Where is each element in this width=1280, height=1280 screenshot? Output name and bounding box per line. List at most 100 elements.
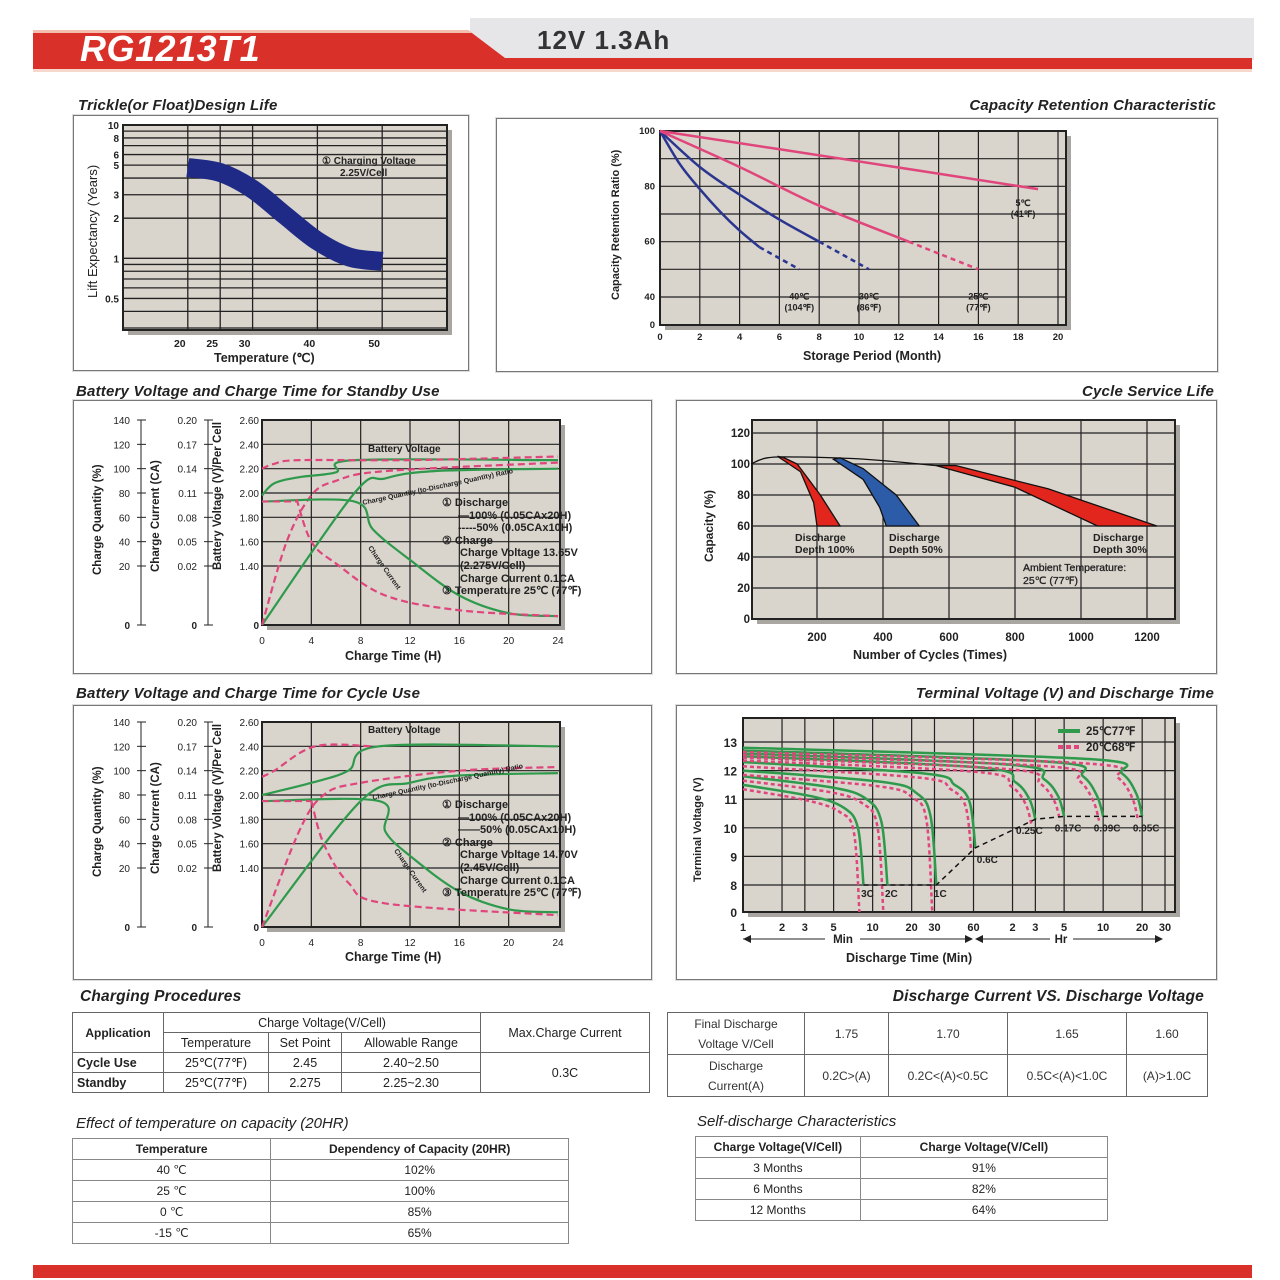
header-charge-voltage: Charge Voltage(V/Cell) xyxy=(163,1012,481,1033)
curve-label: (104℉) xyxy=(785,302,815,312)
y-tick-label: 20 xyxy=(119,562,131,573)
note-line: Charge Current 0.1CA xyxy=(460,572,575,585)
curve-label: (86℉) xyxy=(857,302,882,312)
cycle-life-ylabel: Capacity (%) xyxy=(702,489,716,562)
y-tick-label: 0.08 xyxy=(178,513,198,524)
discharge-curve-25c xyxy=(742,783,865,886)
discharge-curve-25c xyxy=(742,760,977,848)
y-tick-label: 0.11 xyxy=(178,791,197,802)
table-header-row: Temperature Dependency of Capacity (20HR) xyxy=(71,1138,569,1160)
x-tick-label: 600 xyxy=(939,632,958,644)
table-cell: 65% xyxy=(270,1222,569,1244)
y-tick-label: 0.20 xyxy=(178,416,198,427)
y-tick-label: 40 xyxy=(119,538,131,549)
band-label: Depth 30% xyxy=(1093,544,1147,556)
standby-ylabel-quantity: Charge Quantity (%) xyxy=(92,464,104,575)
label-line: Voltage V/Cell xyxy=(698,1036,774,1051)
note-line: ——50% (0.05CAx10H) xyxy=(458,824,576,837)
y-tick-label: 0.05 xyxy=(178,840,198,851)
discharge-depth-band xyxy=(777,455,842,527)
design-life-xlabel: Temperature (℃) xyxy=(214,351,315,365)
design-life-title: Trickle(or Float)Design Life xyxy=(78,97,278,114)
table-row: 0 ℃ 85% xyxy=(71,1201,569,1223)
annotation-line: ① Charging Voltage xyxy=(322,156,416,167)
note-line: ② Charge xyxy=(442,534,493,547)
table-row: 6 Months 82% xyxy=(695,1178,1109,1200)
curve-voltage-50 xyxy=(261,455,559,470)
band-label: Discharge xyxy=(795,532,846,544)
x-tick-label: 4 xyxy=(309,938,315,949)
cell-voltage: 1.70 xyxy=(888,1012,1008,1055)
band-label: Depth 50% xyxy=(889,544,943,556)
x-tick-label: 200 xyxy=(807,632,826,644)
cycle-use-title: Battery Voltage and Charge Time for Cycl… xyxy=(76,685,421,702)
y-tick-label: 3 xyxy=(113,191,119,202)
self-discharge-title: Self-discharge Characteristics xyxy=(697,1113,897,1130)
x-tick-label: 2 xyxy=(779,922,785,934)
discharge-curve-20c xyxy=(742,779,885,913)
note-line: (2.45V/Cell) xyxy=(460,861,520,874)
retention-curve xyxy=(659,129,1039,191)
discharge-curve-25c xyxy=(742,746,1144,817)
y-tick-label: 2.60 xyxy=(240,416,260,427)
cycle-life-xlabel: Number of Cycles (Times) xyxy=(853,648,1007,662)
cycle-use-ylabel-voltage: Battery Voltage (V)/Per Cell xyxy=(212,723,224,872)
note-line: (2.275V/Cell) xyxy=(460,559,526,572)
x-tick-label: 20 xyxy=(906,922,918,934)
x-tick-label: 1200 xyxy=(1134,632,1160,644)
y-tick-label: 100 xyxy=(731,459,750,471)
discharge-table-title: Discharge Current VS. Discharge Voltage xyxy=(892,988,1204,1005)
y-tick-label: 1.40 xyxy=(240,864,260,875)
charging-procedures-title: Charging Procedures xyxy=(80,988,242,1005)
y-tick-label: 2.60 xyxy=(240,718,260,729)
y-tick-label: 120 xyxy=(113,440,130,451)
y-tick-label: 1.80 xyxy=(240,513,260,524)
y-tick-label: 80 xyxy=(737,490,750,502)
y-tick-label: 100 xyxy=(113,767,130,778)
x-tick-label: 8 xyxy=(817,332,822,343)
cell-current: 0.2C<(A)<0.5C xyxy=(888,1054,1008,1097)
legend-label-20c: 20℃68℉ xyxy=(1086,741,1135,754)
y-tick-label: 2.00 xyxy=(240,489,260,500)
x-tick-label: 30 xyxy=(1159,922,1171,934)
x-tick-label: 3 xyxy=(1032,922,1038,934)
y-tick-label: 40 xyxy=(119,840,131,851)
standby-ylabel-current: Charge Current (CA) xyxy=(150,460,162,572)
retention-curve xyxy=(658,130,761,249)
cell-temperature: 25℃(77℉) xyxy=(163,1072,269,1093)
table-cell: 85% xyxy=(270,1201,569,1223)
discharge-curve-25c xyxy=(742,755,1037,820)
cell-voltage: 1.60 xyxy=(1126,1012,1208,1055)
arrow-head-icon xyxy=(743,935,751,943)
discharge-current-voltage-table: Final Discharge Voltage V/Cell 1.75 1.70 … xyxy=(667,1012,1208,1097)
x-tick-label: 2 xyxy=(1009,922,1015,934)
x-tick-label: 25 xyxy=(206,338,218,350)
cell-current: 0.5C<(A)<1.0C xyxy=(1007,1054,1127,1097)
table-cell: 82% xyxy=(859,1178,1109,1200)
cell-current: 0.2C>(A) xyxy=(804,1054,889,1097)
curve-quantity-50 xyxy=(260,461,559,626)
x-tick-label: 20 xyxy=(503,636,515,647)
y-tick-label: 80 xyxy=(119,791,131,802)
rate-label: 0.6C xyxy=(977,855,998,866)
label-line: Final Discharge xyxy=(694,1016,778,1031)
rate-label: 0.09C xyxy=(1094,823,1121,834)
discharge-curve-20c xyxy=(742,759,1033,824)
x-tick-label: 20 xyxy=(1136,922,1148,934)
table-row: Cycle Use 25℃(77℉) 2.45 2.40~2.50 0.3C xyxy=(72,1052,650,1093)
cell-application: Cycle Use xyxy=(72,1052,164,1073)
discharge-curve-20c xyxy=(742,787,861,913)
x-tick-label: 24 xyxy=(552,636,564,647)
x-tick-label: 50 xyxy=(368,338,380,350)
discharge-curve-20c xyxy=(742,765,973,853)
label-line: Discharge xyxy=(708,1058,764,1073)
cell-range: 2.25~2.30 xyxy=(341,1072,481,1093)
discharge-curve-20c xyxy=(742,756,1062,822)
standby-title: Battery Voltage and Charge Time for Stan… xyxy=(76,383,440,400)
y-tick-label: 0.14 xyxy=(178,465,198,476)
rate-label: 0.25C xyxy=(1016,826,1043,837)
y-tick-label: 2.20 xyxy=(240,465,260,476)
retention-curve xyxy=(659,130,820,243)
arrow-head-icon xyxy=(975,935,983,943)
